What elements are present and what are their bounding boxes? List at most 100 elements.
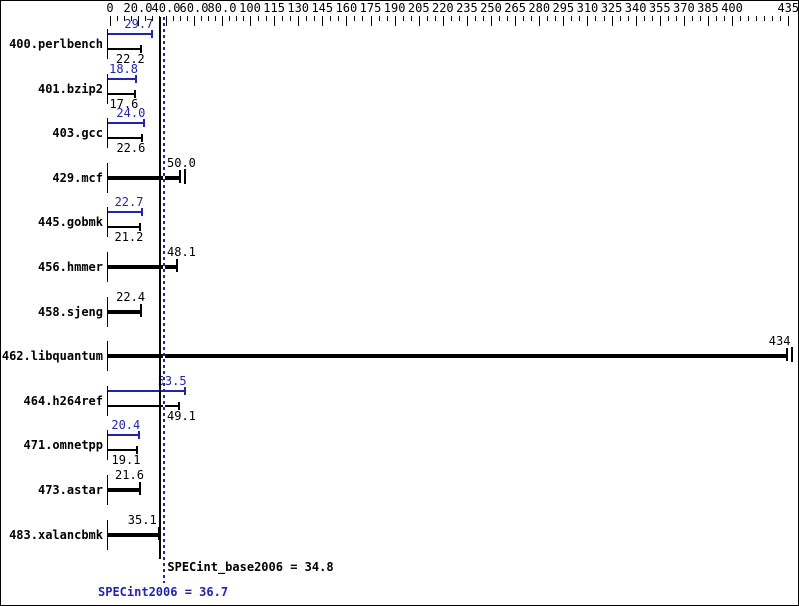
axis-major-tick (322, 16, 324, 26)
axis-tick-label: 250 (480, 1, 502, 15)
axis-tick-label: 355 (648, 1, 671, 15)
peak-bar (108, 434, 139, 437)
axis-minor-tick (619, 16, 621, 21)
axis-major-tick (732, 16, 734, 26)
axis-minor-tick (290, 16, 292, 21)
axis-minor-tick (699, 16, 701, 21)
base-bar (108, 92, 135, 95)
axis-major-tick (394, 16, 396, 26)
axis-minor-tick (354, 16, 356, 21)
base-value-label: 22.4 (116, 289, 146, 304)
axis-minor-tick (402, 16, 404, 21)
base-bar (108, 354, 787, 359)
row-baseline (107, 207, 108, 238)
axis-major-tick (635, 16, 637, 26)
axis-minor-tick (691, 16, 693, 21)
base-bar-endcap (179, 169, 181, 183)
benchmark-label: 403.gcc (52, 126, 103, 141)
axis-minor-tick (410, 16, 412, 21)
base-bar-endcap (177, 401, 180, 410)
axis-major-tick (611, 16, 613, 26)
axis-tick-label: 280 (528, 1, 551, 15)
axis-tick-label: 310 (576, 1, 599, 15)
axis-tick-label: 235 (456, 1, 478, 15)
base-bar-endcap (133, 89, 136, 98)
row-baseline (107, 73, 108, 104)
axis-minor-tick (266, 16, 268, 21)
axis-major-tick (222, 16, 223, 26)
axis-major-tick (298, 16, 300, 26)
axis-minor-tick (547, 16, 549, 21)
axis-minor-tick (764, 16, 766, 21)
axis-minor-tick (715, 16, 717, 21)
axis-major-tick (442, 16, 444, 26)
peak-value-label: 18.8 (109, 61, 139, 76)
axis-tick-label: 60.0 (179, 1, 209, 15)
axis-minor-tick (145, 16, 146, 21)
axis-tick-label: 400 (721, 1, 743, 15)
axis-minor-tick (555, 16, 557, 21)
row-baseline (107, 430, 108, 461)
row-baseline (107, 252, 108, 282)
axis-minor-tick (243, 16, 244, 21)
axis-minor-tick (426, 16, 428, 21)
axis-major-tick (659, 16, 661, 26)
base-bar-endcap (140, 134, 143, 143)
axis-minor-tick (201, 16, 202, 21)
axis-tick-label: 325 (600, 1, 623, 15)
axis-minor-tick (499, 16, 501, 21)
axis-tick-label: 220 (431, 1, 454, 15)
axis-minor-tick (338, 16, 340, 21)
axis-minor-tick (378, 16, 380, 21)
benchmark-label: 401.bzip2 (37, 81, 103, 96)
peak-bar (108, 122, 144, 125)
axis-minor-tick (152, 16, 153, 21)
axis-tick-label: 295 (552, 1, 575, 15)
axis-minor-tick (531, 16, 533, 21)
axis-major-tick (166, 16, 167, 26)
axis-tick-label: 130 (287, 1, 310, 15)
peak-bar (108, 33, 152, 35)
peak-mean-label: SPECint2006 = 36.7 (98, 585, 229, 599)
peak-bar (108, 389, 185, 392)
base-bar-endcap (139, 482, 142, 495)
benchmark-label: 464.h264ref (23, 393, 103, 408)
axis-minor-tick (627, 16, 629, 21)
base-value-label: 48.1 (167, 245, 196, 259)
row-baseline (107, 475, 108, 505)
axis-minor-tick (667, 16, 669, 21)
benchmark-label: 429.mcf (52, 170, 103, 185)
axis-major-tick (491, 16, 493, 26)
axis-major-tick (466, 16, 468, 26)
peak-bar-endcap (150, 30, 153, 38)
axis-minor-tick (571, 16, 573, 21)
axis-tick-label: 265 (504, 1, 526, 15)
peak-bar (108, 211, 142, 214)
row-baseline (107, 29, 108, 59)
benchmark-label: 456.hmmer (37, 260, 103, 274)
base-value-label: 49.1 (167, 408, 196, 423)
base-mean-label: SPECint_base2006 = 34.8 (167, 560, 334, 574)
peak-bar-endcap (140, 208, 143, 217)
base-mean-reference-line (158, 17, 161, 559)
axis-minor-tick (131, 16, 132, 21)
peak-bar (108, 77, 137, 80)
base-bar (108, 309, 142, 314)
axis-minor-tick (756, 16, 758, 21)
base-value-label: 22.6 (116, 141, 146, 156)
axis-tick-label: 385 (697, 1, 719, 15)
base-bar (108, 48, 142, 50)
axis-minor-tick (450, 16, 452, 21)
axis-minor-tick (229, 16, 230, 21)
axis-minor-tick (187, 16, 188, 21)
base-value-label: 50.0 (167, 155, 196, 170)
base-bar-endcap (135, 446, 138, 455)
axis-minor-tick (675, 16, 677, 21)
axis-minor-tick (258, 16, 260, 21)
axis-minor-tick (643, 16, 645, 21)
base-bar (108, 137, 142, 140)
base-value-label: 17.6 (109, 96, 139, 111)
axis-minor-tick (330, 16, 332, 21)
benchmark-label: 458.sjeng (37, 304, 103, 319)
base-bar (108, 488, 141, 492)
